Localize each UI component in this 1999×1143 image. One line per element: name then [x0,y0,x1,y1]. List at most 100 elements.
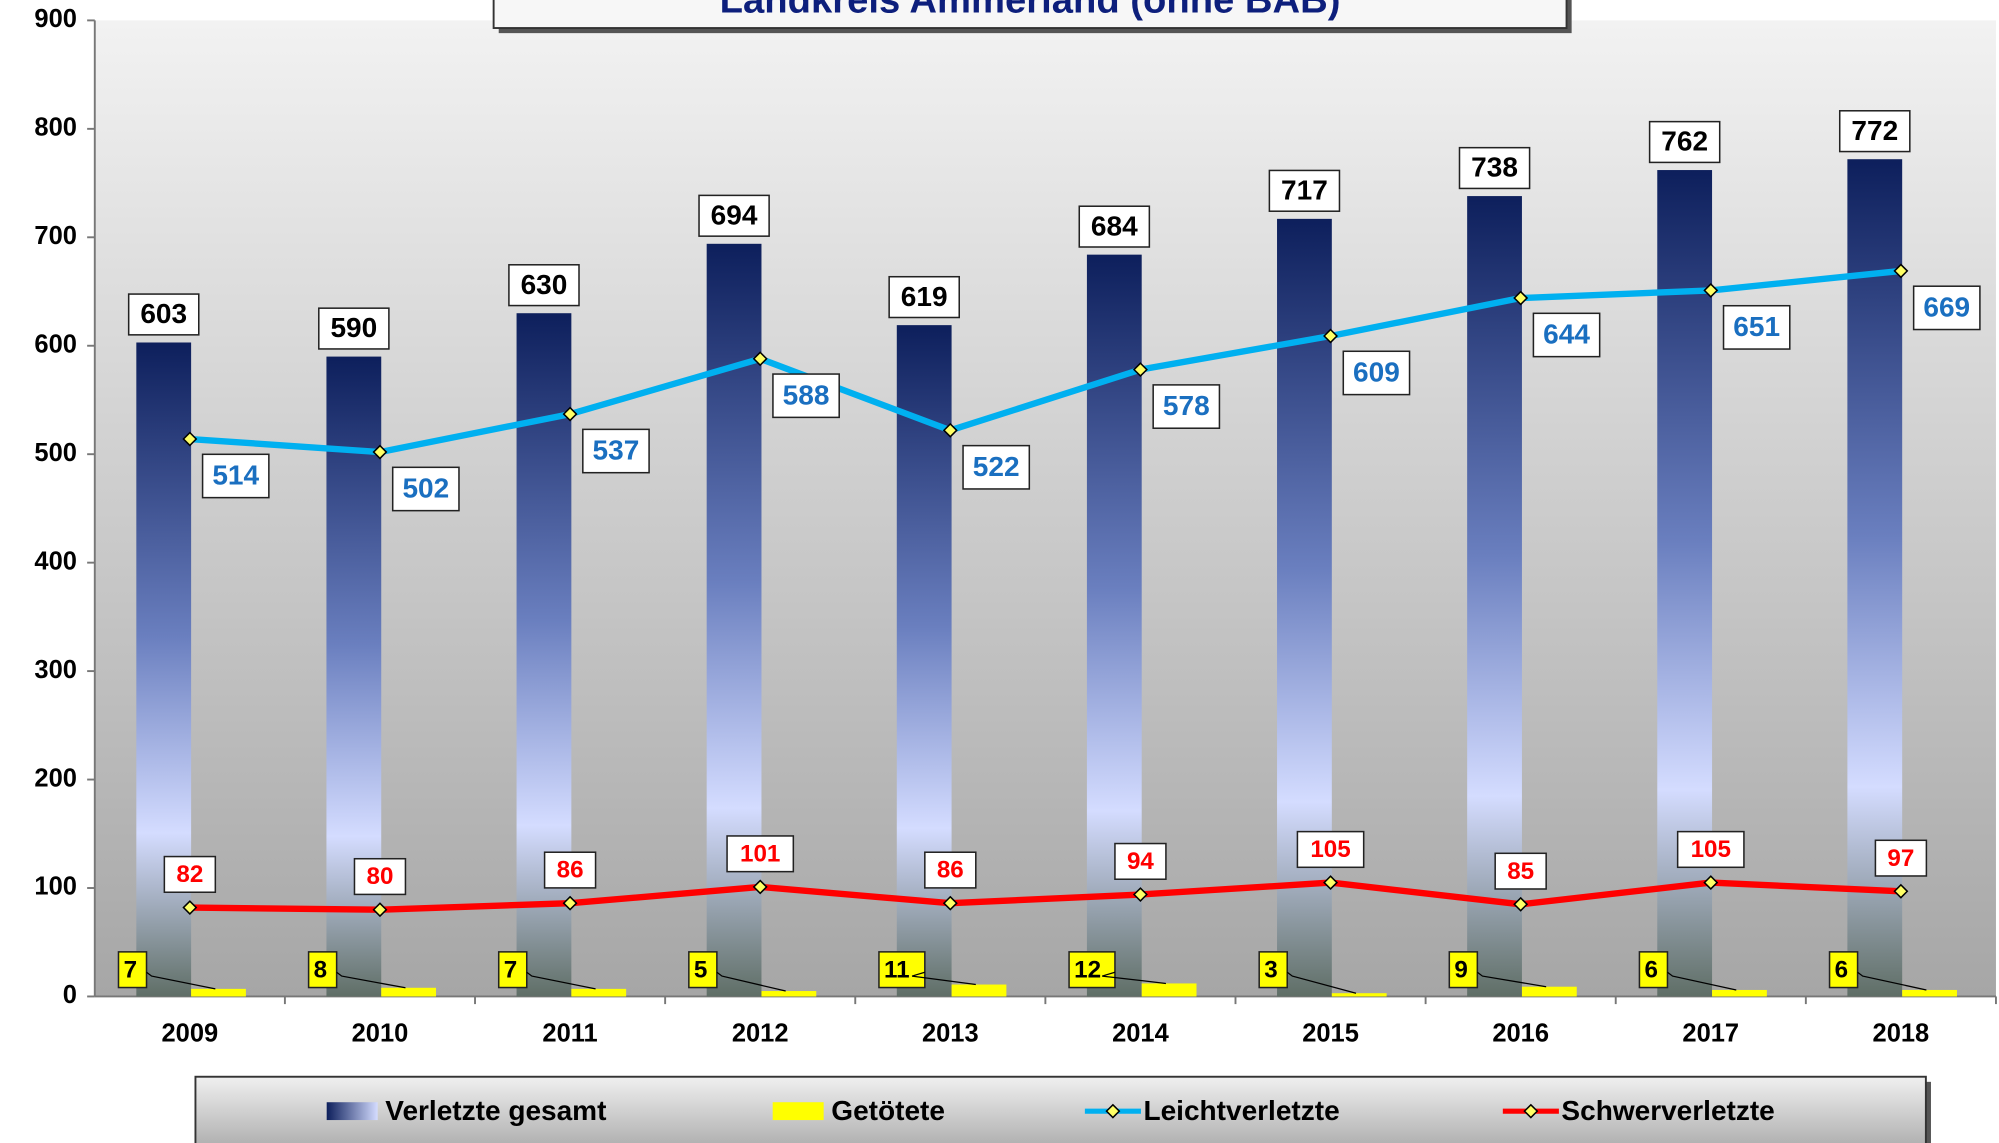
total-label: 603 [140,298,187,329]
leader-line [336,971,406,989]
light-label-box [1342,350,1411,396]
total-label: 590 [330,312,377,343]
severe-label: 105 [1691,836,1731,863]
y-tick-label: 700 [34,222,76,250]
deaths-label: 3 [1264,956,1277,983]
severe-label: 94 [1127,848,1154,875]
marker [1703,282,1719,298]
light-label-box [962,444,1031,490]
severe-label: 82 [176,861,203,888]
x-tick-label: 2013 [922,1019,979,1047]
x-tick-label: 2009 [162,1019,219,1047]
light-label-box [1152,384,1221,429]
severe-label-box [163,855,217,894]
marker [372,902,388,918]
deaths-label: 6 [1645,956,1658,983]
severe-label: 86 [937,857,964,884]
light-label-box [772,373,840,419]
severe-label-box [1494,852,1547,890]
marker [1893,883,1909,899]
bar [136,342,192,997]
deaths-label: 12 [1074,956,1101,983]
bar [381,987,437,997]
severe-label-box [543,851,597,889]
y-tick-label: 0 [63,981,77,1009]
legend-label: Getötete [831,1095,945,1126]
total-label-box [1648,120,1721,164]
leader-line [716,971,786,992]
severe-label-box [726,835,795,873]
x-tick-label: 2017 [1682,1019,1739,1047]
light-label: 669 [1923,292,1970,323]
marker [942,422,958,438]
x-tick-label: 2014 [1112,1019,1169,1047]
deaths-label-box [1828,951,1859,989]
marker [1513,896,1529,912]
y-tick-label: 600 [34,330,76,358]
marker [1893,263,1909,279]
deaths-label-box [1068,951,1116,989]
leader-line [526,971,596,990]
x-tick-label: 2016 [1492,1019,1549,1047]
bar [191,988,246,997]
total-label-box [318,307,390,350]
marker [752,879,768,895]
deaths-label-box [307,951,338,989]
legend-marker [1105,1103,1121,1119]
light-label: 644 [1543,319,1590,350]
deaths-label-box [878,951,926,989]
light-label-box [1722,304,1791,350]
total-label-box [1458,146,1531,190]
leader-line [911,971,976,986]
marker [372,444,388,460]
legend-swatch [326,1102,378,1121]
severe-label-box [924,851,977,889]
y-tick-label: 400 [34,547,76,575]
total-label: 772 [1851,115,1898,146]
marker [1513,290,1529,306]
legend-marker [1523,1103,1539,1119]
total-label-box [127,293,200,336]
total-label: 762 [1661,126,1708,157]
marker [562,406,578,422]
total-label-box [888,275,960,319]
bar [1712,989,1767,997]
leader-line [1102,971,1166,985]
total-label: 684 [1091,210,1138,241]
light-label: 502 [402,473,449,504]
marker [1132,887,1148,902]
y-tick-label: 300 [34,656,76,684]
bar [1902,989,1957,997]
deaths-label-box [117,951,148,989]
legend [194,1075,1927,1143]
chart-title: Landkreis Ammerland (ohne BAB) [720,0,1341,22]
total-label-box [1838,110,1911,153]
bar [1331,993,1387,997]
marker [182,900,198,915]
light-label-box [1532,312,1601,358]
total-label-box [698,194,770,237]
x-tick-label: 2010 [352,1019,409,1047]
bar [1086,254,1142,997]
marker [1323,875,1339,891]
deaths-label-box [1638,951,1669,989]
x-tick-label: 2012 [732,1019,789,1047]
deaths-label: 5 [694,956,707,983]
leader-line [1857,971,1927,991]
marker [942,895,958,911]
deaths-label-box [1258,951,1288,989]
marker [1132,362,1148,378]
total-label-box [1268,169,1341,212]
legend-label: Verletzte gesamt [385,1095,606,1126]
legend-label: Leichtverletzte [1143,1095,1339,1126]
line [189,879,1902,913]
total-label: 717 [1281,175,1328,206]
bar [1141,983,1197,997]
severe-label-box [353,857,407,896]
leader-line [1476,971,1547,988]
deaths-label: 9 [1454,956,1467,983]
severe-label-box [1874,839,1928,877]
legend-swatch [772,1102,824,1121]
total-label: 738 [1471,152,1518,183]
